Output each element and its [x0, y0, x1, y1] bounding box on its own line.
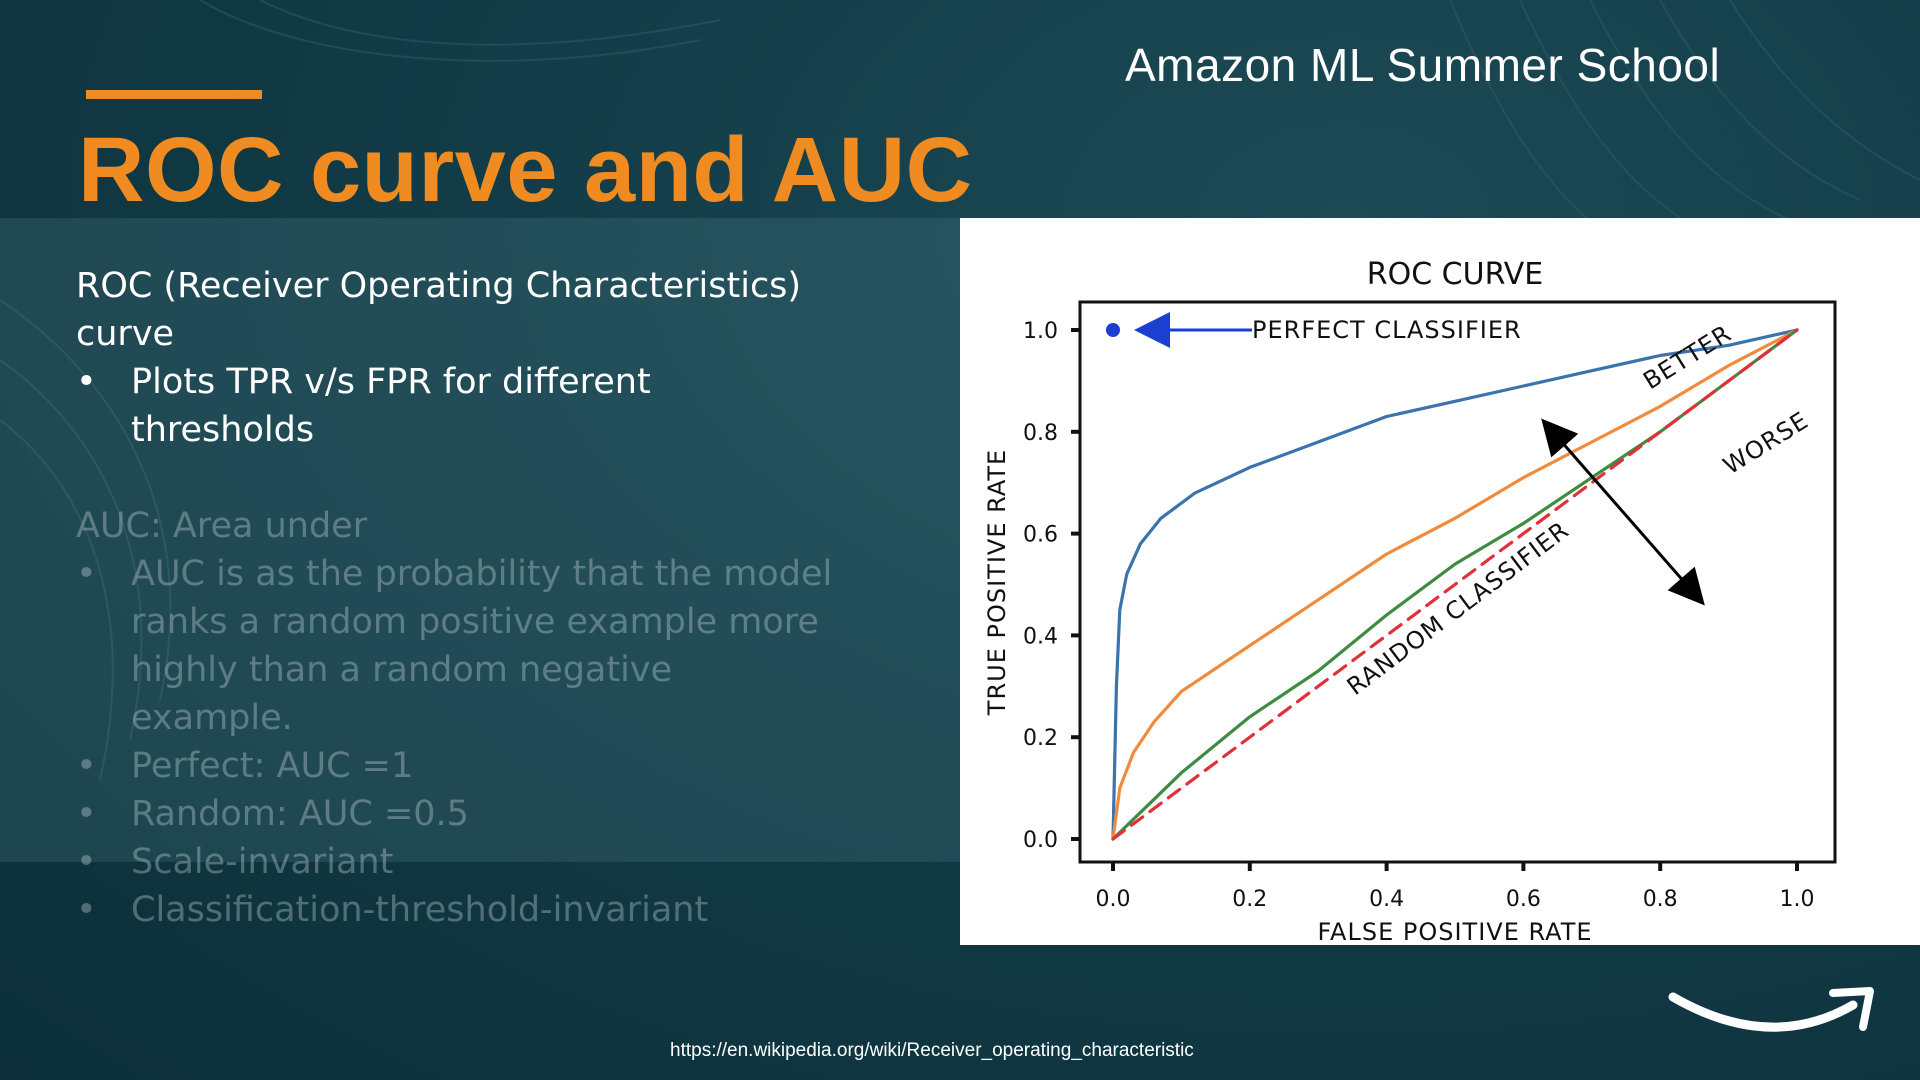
- auc-bullet-list: AUC is as the probability that the model…: [76, 550, 836, 934]
- auc-bullet: Perfect: AUC =1: [76, 742, 836, 790]
- y-tick-label: 1.0: [1023, 319, 1058, 344]
- x-tick-label: 0.8: [1643, 887, 1678, 912]
- roc-heading-line1: ROC (Receiver Operating Characteristics): [76, 266, 802, 306]
- y-tick-label: 0.0: [1023, 828, 1058, 853]
- x-axis: 0.0 0.2 0.4 0.6 0.8 1.0: [1096, 862, 1815, 912]
- better-worse-arrow: [1541, 418, 1705, 606]
- source-link[interactable]: https://en.wikipedia.org/wiki/Receiver_o…: [670, 1040, 1194, 1061]
- auc-bullet: Scale-invariant: [76, 838, 836, 886]
- x-axis-label: FALSE POSITIVE RATE: [1317, 918, 1592, 945]
- brand-label: Amazon ML Summer School: [1125, 39, 1721, 91]
- auc-bullet: AUC is as the probability that the model…: [76, 550, 836, 742]
- roc-chart: ROC CURVE 0.00.20.40.60.81.0 0.0 0.2 0.4 0.…: [983, 257, 1837, 945]
- x-tick-label: 0.2: [1232, 887, 1267, 912]
- roc-series-line-3: [1111, 328, 1799, 841]
- x-tick-label: 0.4: [1369, 887, 1404, 912]
- roc-series-line-1: [1111, 328, 1799, 841]
- chart-title: ROC CURVE: [1367, 257, 1544, 292]
- roc-chart-panel: ROC CURVE 0.0 0.2 0.4 0.6 0.8 1.0 0.0 0.2 0.4 0.…: [960, 218, 1920, 945]
- auc-bullet: Classification-threshold-invariant: [76, 886, 836, 934]
- roc-series-line-2: [1111, 328, 1799, 841]
- roc-heading: ROC (Receiver Operating Characteristics)…: [76, 262, 836, 358]
- plot-frame: [1078, 300, 1837, 864]
- perfect-classifier-label: PERFECT CLASSIFIER: [1252, 316, 1522, 344]
- y-tick-label: 0.6: [1023, 523, 1058, 548]
- auc-section: AUC: Area under AUC is as the probabilit…: [76, 502, 836, 934]
- y-tick-label: 0.2: [1023, 726, 1058, 751]
- roc-section: ROC (Receiver Operating Characteristics)…: [76, 262, 836, 454]
- x-tick-label: 1.0: [1780, 887, 1815, 912]
- x-tick-label: 0.0: [1096, 887, 1131, 912]
- x-tick-label: 0.6: [1506, 887, 1541, 912]
- worse-label: WORSE: [1718, 406, 1813, 480]
- series-layer: [1106, 323, 1799, 841]
- y-tick-label: 0.8: [1023, 421, 1058, 446]
- perfect-classifier-point: [1106, 323, 1120, 337]
- random-classifier-label: RANDOM CLASSIFIER: [1342, 516, 1575, 701]
- slide-title: ROC curve and AUC: [78, 119, 973, 221]
- y-axis: 0.0 0.2 0.4 0.6 0.8 1.0: [1023, 319, 1080, 853]
- auc-heading: AUC: Area under: [76, 506, 368, 546]
- y-tick-label: 0.4: [1023, 624, 1058, 649]
- roc-heading-line2: curve: [76, 314, 175, 354]
- title-accent-bar: [86, 90, 262, 99]
- amazon-smile-icon: [1668, 987, 1874, 1032]
- roc-bullet-list: Plots TPR v/s FPR for different threshol…: [76, 358, 836, 454]
- auc-bullet: Random: AUC =0.5: [76, 790, 836, 838]
- roc-bullet: Plots TPR v/s FPR for different threshol…: [76, 358, 836, 454]
- roc-series-line-4: [1111, 328, 1799, 841]
- y-axis-label: TRUE POSITIVE RATE: [983, 449, 1011, 716]
